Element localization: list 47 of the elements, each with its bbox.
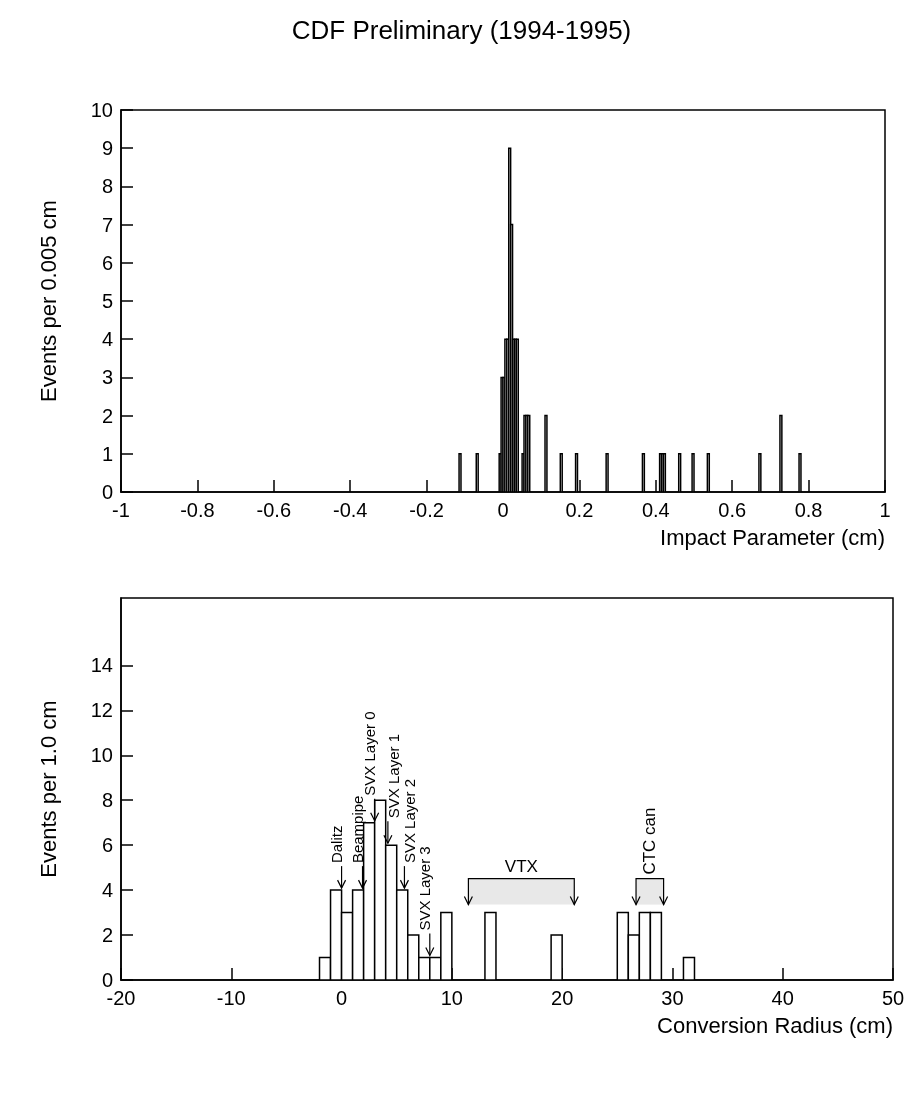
x-tick-label: -0.8 <box>180 499 215 521</box>
y-tick-label: 6 <box>101 834 113 857</box>
x-axis-title: Conversion Radius (cm) <box>657 1012 893 1038</box>
x-axis-title: Impact Parameter (cm) <box>660 524 885 550</box>
y-tick-label: 10 <box>90 99 113 121</box>
y-tick-label: 1 <box>101 442 113 465</box>
x-tick-label: -10 <box>216 987 246 1009</box>
y-tick-label: 10 <box>90 744 113 767</box>
x-tick-label: 50 <box>881 987 905 1009</box>
y-tick-label: 5 <box>101 290 113 312</box>
x-tick-label: 0.2 <box>565 499 594 521</box>
y-tick-label: 4 <box>101 879 113 902</box>
x-tick-label: 0.4 <box>641 499 670 521</box>
x-tick-label: 0.8 <box>794 499 823 521</box>
chart-title: CDF Preliminary (1994-1995) <box>291 15 632 45</box>
x-tick-label: -0.2 <box>409 499 444 521</box>
x-tick-label: -0.6 <box>256 499 292 521</box>
annotation: SVX Layer 1 <box>384 733 402 819</box>
y-tick-label: 3 <box>101 366 113 389</box>
x-tick-label: 20 <box>551 987 574 1009</box>
y-tick-label: 8 <box>101 175 113 198</box>
y-tick-label: 9 <box>101 137 113 160</box>
x-tick-label: -0.4 <box>332 499 368 521</box>
y-tick-label: 12 <box>90 699 113 722</box>
y-tick-label: 0 <box>101 481 113 503</box>
y-tick-label: 2 <box>101 924 113 947</box>
x-tick-label: 30 <box>661 987 684 1009</box>
y-tick-label: 4 <box>101 328 113 351</box>
y-tick-label: 8 <box>101 789 113 812</box>
x-tick-label: 1 <box>879 499 891 521</box>
y-axis-title: Events per 0.005 cm <box>35 200 61 402</box>
band-label: CTC can <box>640 807 660 875</box>
band-label: VTX <box>504 856 538 876</box>
x-tick-label: 40 <box>771 987 794 1009</box>
x-tick-label: 0.6 <box>718 499 747 521</box>
x-tick-label: 0 <box>497 499 509 521</box>
annotation: Beampipe <box>348 795 366 864</box>
y-tick-label: 7 <box>101 213 113 236</box>
annotation: SVX Layer 0 <box>360 711 378 796</box>
y-tick-label: 6 <box>101 251 113 274</box>
annotation: Dalitz <box>327 825 345 864</box>
x-tick-label: 10 <box>440 987 463 1009</box>
y-axis-title: Events per 1.0 cm <box>35 700 61 878</box>
y-tick-label: 2 <box>101 404 113 427</box>
x-tick-label: 0 <box>336 987 348 1009</box>
y-tick-label: 14 <box>90 654 113 677</box>
x-tick-label: -1 <box>112 499 130 521</box>
